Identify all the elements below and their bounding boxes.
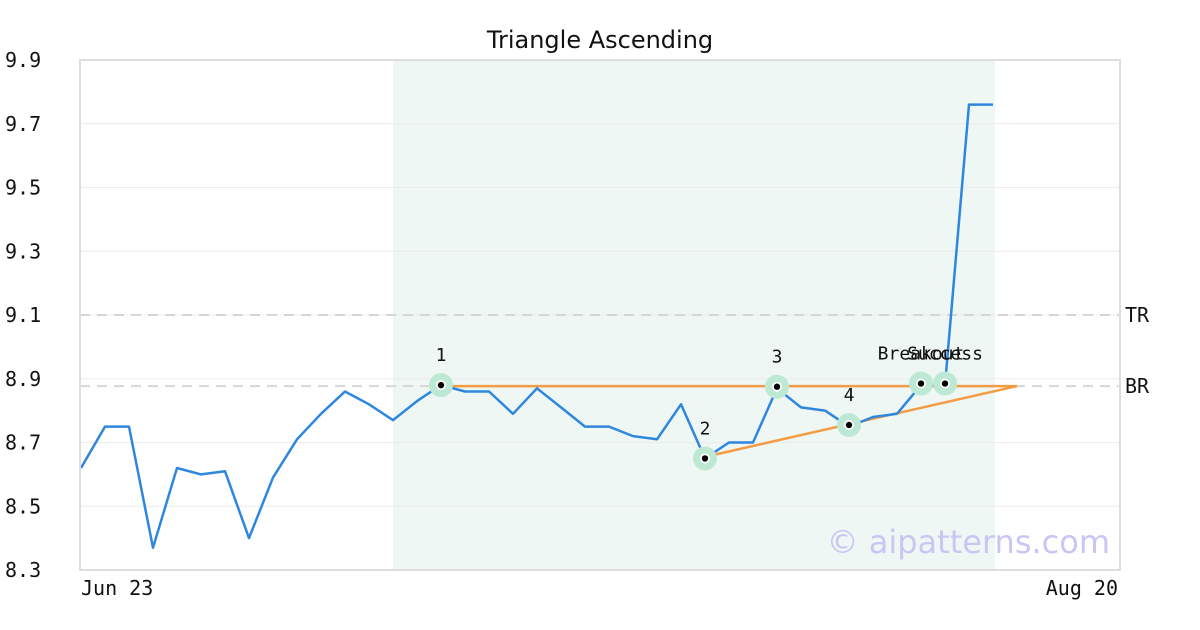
pattern-point-label: Success [907, 344, 983, 365]
pattern-point-dot [773, 383, 781, 390]
pattern-point-dot [917, 380, 925, 387]
pattern-point: Breakout [878, 344, 965, 396]
y-tick-label: 8.9 [5, 367, 41, 391]
y-tick-label: 9.3 [5, 239, 41, 263]
x-tick-label: Jun 23 [81, 576, 153, 600]
x-tick-label: Aug 20 [1046, 576, 1118, 600]
plot-frame [79, 59, 1121, 571]
pattern-point-label: Breakout [878, 344, 965, 365]
pattern-point-label: 3 [772, 347, 783, 368]
y-tick-label: 9.5 [5, 176, 41, 200]
pattern-point: 3 [765, 347, 789, 399]
chart-title: Triangle Ascending [486, 26, 713, 54]
pattern-point: Success [907, 344, 983, 396]
pattern-point: 4 [837, 385, 861, 437]
y-tick-label: 8.5 [5, 494, 41, 518]
y-tick-label: 9.9 [5, 48, 41, 72]
y-tick-label: 8.7 [5, 431, 41, 455]
pattern-point-dot [437, 381, 445, 389]
reference-line-label: BR [1125, 374, 1150, 398]
y-tick-label: 8.3 [5, 558, 41, 582]
axis-labels-layer: 8.3 8.5 8.7 8.9 9.1 9.3 9.5 9.7 9.9 Jun 23 Aug 20 T… [5, 48, 1150, 600]
y-tick-label: 9.7 [5, 112, 41, 136]
pattern-point-label: 4 [844, 385, 855, 406]
pattern-point: 2 [693, 418, 717, 471]
pattern-point-dot [701, 455, 709, 462]
pattern-point-label: 1 [436, 345, 447, 366]
watermark: © aipatterns.com [827, 523, 1110, 561]
reference-line-label: TR [1125, 303, 1150, 327]
pattern-point: 1 [429, 345, 453, 398]
pattern-point-dot [845, 421, 853, 429]
pattern-point-label: 2 [700, 418, 711, 439]
pattern-point-dot [941, 380, 949, 387]
y-tick-label: 9.1 [5, 303, 41, 327]
